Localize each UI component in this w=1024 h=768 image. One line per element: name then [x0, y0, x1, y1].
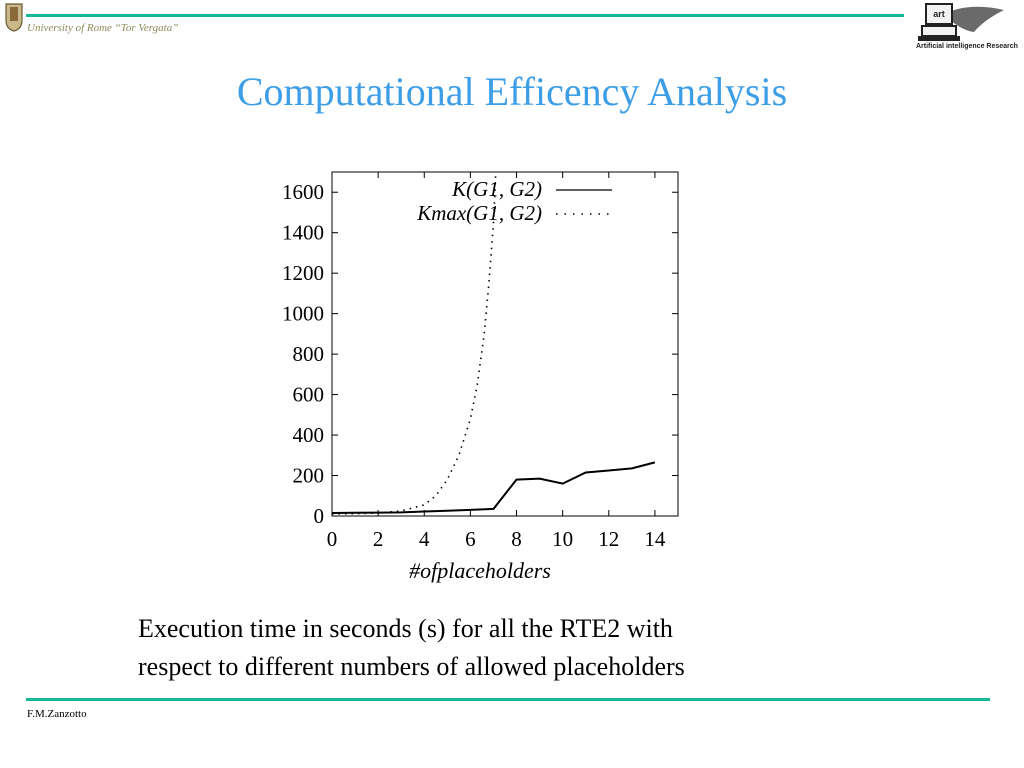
- x-tick-label: 10: [552, 527, 573, 551]
- y-tick-label: 1200: [282, 261, 324, 285]
- series-line-0: [332, 461, 656, 514]
- x-tick-label: 8: [511, 527, 522, 551]
- legend-label-1: Kmax(G1, G2): [416, 201, 542, 225]
- x-tick-label: 2: [373, 527, 384, 551]
- y-tick-label: 800: [293, 342, 325, 366]
- y-tick-label: 200: [293, 464, 325, 488]
- x-tick-label: 0: [327, 527, 338, 551]
- x-tick-label: 14: [644, 527, 666, 551]
- execution-time-chart: 0 200 400 600 800 1000 1200 1400 1600 0 2 4 6 8 10 12 14…: [282, 171, 679, 583]
- x-tick-label: 4: [419, 527, 430, 551]
- y-tick-label: 1400: [282, 221, 324, 245]
- slide-title: Computational Efficency Analysis: [236, 69, 788, 114]
- bottom-rule: [26, 698, 990, 701]
- y-tick-label: 1000: [282, 302, 324, 326]
- y-tick-label: 0: [314, 504, 325, 528]
- legend-label-0: K(G1, G2): [451, 177, 542, 201]
- y-tick-label: 1600: [282, 180, 324, 204]
- x-axis-label: #ofplaceholders: [409, 558, 551, 583]
- caption-line-2: respect to different numbers of allowed …: [138, 652, 685, 681]
- slide-caption: Execution time in seconds (s) for all th…: [138, 610, 898, 686]
- x-tick-label: 6: [465, 527, 476, 551]
- art-lab-logo-icon: art: [918, 3, 1004, 41]
- y-tick-label: 600: [293, 383, 325, 407]
- art-logo-label: art: [933, 9, 945, 19]
- footer-author: F.M.Zanzotto: [27, 708, 87, 720]
- x-tick-label: 12: [598, 527, 619, 551]
- university-shield-icon: [5, 3, 23, 32]
- plot-frame: [331, 171, 679, 517]
- caption-line-1: Execution time in seconds (s) for all th…: [138, 614, 673, 643]
- y-tick-label: 400: [293, 423, 325, 447]
- university-name: University of Rome “Tor Vergata”: [27, 22, 179, 34]
- art-lab-caption: Artificial intelligence Research: [916, 43, 1018, 50]
- top-rule: [26, 14, 904, 17]
